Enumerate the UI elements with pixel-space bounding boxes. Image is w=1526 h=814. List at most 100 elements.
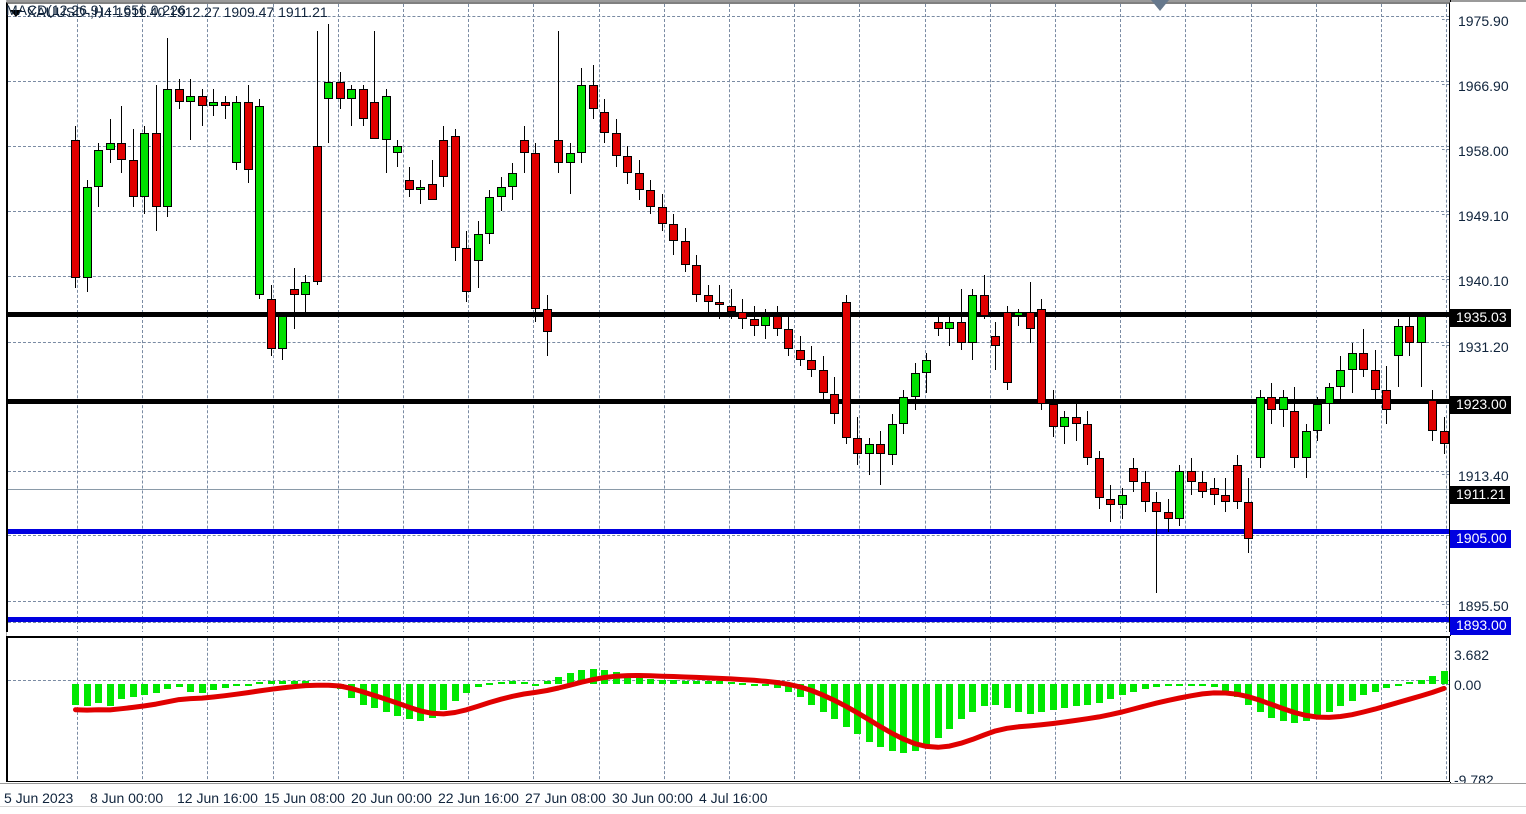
candlestick xyxy=(312,4,322,632)
candle-body-bullish xyxy=(910,373,920,397)
axis-tick-mark xyxy=(1442,604,1449,605)
candlestick xyxy=(519,4,529,632)
candle-wick xyxy=(351,85,352,126)
time-axis[interactable]: 5 Jun 2023 8 Jun 00:00 12 Jun 16:00 15 Jun … xyxy=(0,783,1526,814)
candle-body-bearish xyxy=(462,247,471,292)
candle-body-bullish xyxy=(1301,430,1311,458)
candlestick xyxy=(1313,4,1322,632)
candlestick xyxy=(761,4,770,632)
candle-body-bearish xyxy=(1439,430,1449,445)
macd-histogram-bar xyxy=(946,684,953,729)
macd-histogram-bar xyxy=(118,684,125,700)
axis-tick-mark xyxy=(1442,84,1449,85)
candle-body-bullish xyxy=(1175,471,1184,519)
price-axis-tick-label: 1895.50 xyxy=(1458,598,1509,614)
level-line-1923-00[interactable] xyxy=(8,399,1449,404)
price-axis-tag-1905-00[interactable]: 1905.00 xyxy=(1450,530,1511,548)
macd-histogram-bar xyxy=(578,670,585,685)
candlestick xyxy=(335,4,345,632)
candle-body-bullish xyxy=(278,315,287,350)
candle-body-bearish xyxy=(531,153,540,309)
macd-histogram-bar xyxy=(727,682,735,685)
candle-body-bearish xyxy=(600,112,609,133)
macd-histogram-bar xyxy=(739,683,746,686)
price-axis-tag-1893-00[interactable]: 1893.00 xyxy=(1450,617,1511,635)
candlestick xyxy=(289,4,299,632)
price-axis-tag-1911-21[interactable]: 1911.21 xyxy=(1450,486,1510,504)
candle-body-bullish xyxy=(324,81,333,99)
level-line-1905-00[interactable] xyxy=(8,529,1449,534)
macd-header: MACD(12,26,9) -1.656 0.226 xyxy=(6,2,186,18)
candlestick xyxy=(715,4,724,632)
candlestick xyxy=(94,4,103,632)
price-axis-tag-1935-03[interactable]: 1935.03 xyxy=(1450,309,1511,327)
axis-tick-mark xyxy=(1442,474,1449,475)
candlestick xyxy=(1048,4,1058,632)
candlestick xyxy=(1209,4,1219,632)
macd-histogram-bar xyxy=(1291,684,1298,724)
candle-body-bullish xyxy=(416,186,425,191)
candle-body-bullish xyxy=(82,186,92,279)
macd-histogram-bar xyxy=(658,679,666,685)
macd-histogram-bar xyxy=(773,684,781,688)
macd-panel[interactable] xyxy=(6,636,1450,782)
macd-histogram-bar xyxy=(106,684,114,706)
macd-histogram-bar xyxy=(796,684,804,698)
macd-histogram-bar xyxy=(1314,684,1321,718)
candle-body-bearish xyxy=(1221,495,1230,502)
candle-body-bullish xyxy=(301,281,310,296)
macd-axis[interactable]: 3.682 0.00 -9.782 xyxy=(1442,636,1526,787)
candle-body-bearish xyxy=(1232,464,1242,502)
candlestick xyxy=(795,4,805,632)
candlestick xyxy=(646,4,655,632)
candle-body-bearish xyxy=(634,173,644,191)
candlestick xyxy=(82,4,92,632)
candlestick xyxy=(209,4,218,632)
candle-body-bullish xyxy=(1324,386,1334,404)
candle-body-bullish xyxy=(186,95,195,103)
candlestick xyxy=(370,4,379,632)
candle-body-bullish xyxy=(761,315,770,326)
macd-histogram-bar xyxy=(1015,684,1022,713)
candle-body-bearish xyxy=(151,132,161,208)
candle-body-bearish xyxy=(692,264,701,296)
macd-histogram-bar xyxy=(1371,684,1379,692)
candlestick xyxy=(140,4,149,632)
candlestick xyxy=(1232,4,1242,632)
candle-body-bullish xyxy=(94,149,103,187)
candle-body-bullish xyxy=(393,146,402,154)
candle-body-bullish xyxy=(565,153,575,164)
candle-body-bullish xyxy=(381,95,391,140)
candlestick xyxy=(220,4,230,632)
macd-histogram-bar xyxy=(532,684,539,687)
triangle-down-icon[interactable] xyxy=(10,9,22,17)
macd-histogram-bar xyxy=(451,684,459,701)
chart-top-marker-icon xyxy=(1151,0,1169,11)
price-chart-panel[interactable] xyxy=(6,2,1450,632)
candlestick xyxy=(1002,4,1012,632)
candlestick xyxy=(1278,4,1288,632)
candle-body-bullish xyxy=(508,173,517,187)
macd-histogram-bar xyxy=(693,680,700,685)
candle-body-bearish xyxy=(738,312,747,319)
level-line-1911-21[interactable] xyxy=(8,489,1449,490)
level-line-1935-03[interactable] xyxy=(8,312,1449,317)
level-line-1893-00[interactable] xyxy=(8,617,1449,622)
candle-body-bearish xyxy=(933,322,943,330)
candlestick xyxy=(1244,4,1253,632)
macd-histogram-bar xyxy=(175,684,183,687)
candlestick xyxy=(1393,4,1403,632)
macd-histogram-bar xyxy=(1072,684,1080,707)
candlestick xyxy=(853,4,862,632)
macd-histogram-bar xyxy=(152,684,160,693)
price-axis[interactable]: 1975.90 1966.90 1958.00 1949.10 1940.10 1931.… xyxy=(1442,2,1526,635)
candle-body-bearish xyxy=(370,102,379,140)
candlestick xyxy=(818,4,828,632)
candle-body-bearish xyxy=(749,319,759,326)
candle-body-bearish xyxy=(519,139,529,153)
macd-histogram-bar xyxy=(244,684,252,687)
price-axis-tag-1923-00[interactable]: 1923.00 xyxy=(1450,396,1511,414)
candlestick xyxy=(439,4,448,632)
candle-body-bearish xyxy=(117,142,126,160)
bottom-rule xyxy=(0,806,1526,807)
